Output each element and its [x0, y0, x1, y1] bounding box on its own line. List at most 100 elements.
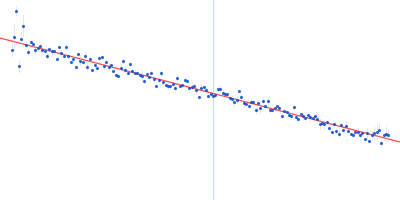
- Point: [46, 47, 53, 50]
- Point: [16, 65, 22, 68]
- Point: [314, 118, 320, 121]
- Point: [302, 116, 309, 119]
- Point: [374, 130, 380, 133]
- Point: [333, 129, 340, 132]
- Point: [310, 116, 316, 119]
- Point: [146, 76, 152, 79]
- Point: [231, 100, 238, 103]
- Point: [212, 94, 219, 97]
- Point: [27, 40, 34, 43]
- Point: [129, 70, 136, 73]
- Point: [210, 94, 216, 97]
- Point: [326, 126, 332, 130]
- Point: [383, 132, 389, 135]
- Point: [139, 75, 145, 78]
- Point: [214, 88, 221, 91]
- Point: [179, 83, 186, 87]
- Point: [269, 108, 276, 112]
- Point: [338, 124, 344, 127]
- Point: [371, 131, 378, 134]
- Point: [354, 130, 361, 134]
- Point: [281, 110, 287, 113]
- Point: [272, 107, 278, 110]
- Point: [283, 111, 290, 114]
- Point: [229, 97, 235, 100]
- Point: [94, 66, 100, 70]
- Point: [366, 140, 373, 143]
- Point: [58, 52, 64, 55]
- Point: [252, 109, 259, 112]
- Point: [255, 102, 261, 105]
- Point: [170, 83, 176, 86]
- Point: [257, 106, 264, 110]
- Point: [37, 45, 43, 48]
- Point: [203, 88, 209, 91]
- Point: [288, 115, 294, 118]
- Point: [234, 98, 240, 101]
- Point: [22, 43, 29, 46]
- Point: [262, 105, 268, 108]
- Point: [68, 61, 74, 64]
- Point: [20, 24, 26, 27]
- Point: [307, 115, 314, 118]
- Point: [238, 96, 245, 99]
- Point: [224, 93, 230, 96]
- Point: [65, 54, 72, 58]
- Point: [345, 129, 351, 132]
- Point: [103, 61, 110, 64]
- Point: [184, 79, 190, 82]
- Point: [300, 115, 306, 118]
- Point: [34, 47, 41, 50]
- Point: [84, 66, 90, 69]
- Point: [342, 124, 349, 128]
- Point: [200, 86, 207, 89]
- Point: [141, 80, 148, 83]
- Point: [278, 115, 285, 118]
- Point: [75, 52, 81, 56]
- Point: [276, 107, 283, 110]
- Point: [150, 78, 157, 81]
- Point: [264, 99, 271, 102]
- Point: [117, 66, 124, 69]
- Point: [331, 123, 337, 126]
- Point: [316, 122, 323, 125]
- Point: [328, 130, 335, 133]
- Point: [115, 74, 122, 78]
- Point: [144, 73, 150, 76]
- Point: [134, 71, 140, 74]
- Point: [290, 106, 297, 109]
- Point: [127, 63, 133, 66]
- Point: [77, 59, 84, 62]
- Point: [30, 43, 36, 46]
- Point: [369, 134, 375, 137]
- Point: [380, 133, 387, 136]
- Point: [51, 49, 58, 53]
- Point: [122, 68, 128, 71]
- Point: [293, 115, 299, 118]
- Point: [44, 54, 50, 58]
- Point: [378, 142, 384, 145]
- Point: [63, 45, 69, 49]
- Point: [89, 69, 95, 72]
- Point: [53, 57, 60, 60]
- Point: [250, 101, 256, 104]
- Point: [113, 73, 119, 77]
- Point: [359, 132, 366, 135]
- Point: [198, 86, 204, 89]
- Point: [18, 37, 24, 40]
- Point: [42, 49, 48, 52]
- Point: [11, 35, 17, 38]
- Point: [167, 85, 174, 88]
- Point: [72, 65, 79, 68]
- Point: [222, 93, 228, 96]
- Point: [91, 64, 98, 67]
- Point: [80, 61, 86, 64]
- Point: [347, 132, 354, 135]
- Point: [110, 69, 117, 72]
- Point: [298, 112, 304, 115]
- Point: [32, 48, 38, 51]
- Point: [241, 101, 247, 104]
- Point: [153, 85, 159, 88]
- Point: [136, 73, 143, 76]
- Point: [357, 133, 363, 136]
